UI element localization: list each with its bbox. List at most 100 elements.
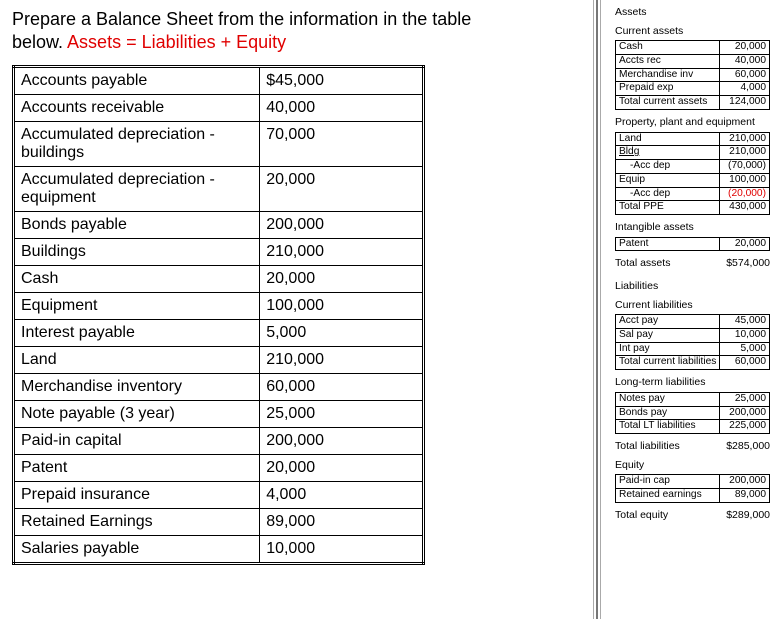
- table-row: Land210,000: [616, 132, 770, 146]
- account-label: Interest payable: [14, 320, 260, 347]
- table-row: Retained earnings89,000: [616, 488, 770, 502]
- table-row: Accumulated depreciation - buildings70,0…: [14, 122, 424, 167]
- account-value: 70,000: [260, 122, 424, 167]
- bs-value: (20,000): [720, 187, 770, 201]
- table-row: -Acc dep(20,000): [616, 187, 770, 201]
- instruction-equation: Assets = Liabilities + Equity: [67, 32, 286, 52]
- account-label: Accounts payable: [14, 67, 260, 95]
- bs-value: 20,000: [720, 237, 770, 251]
- table-row: Sal pay10,000: [616, 328, 770, 342]
- account-label: Bonds payable: [14, 212, 260, 239]
- bs-value: 20,000: [720, 41, 770, 55]
- bs-label: Total PPE: [616, 201, 720, 215]
- account-value: 210,000: [260, 347, 424, 374]
- pane-divider: [590, 0, 604, 619]
- bs-value: 60,000: [720, 68, 770, 82]
- bs-label: Merchandise inv: [616, 68, 720, 82]
- table-row: Salaries payable10,000: [14, 536, 424, 564]
- table-row: Prepaid insurance4,000: [14, 482, 424, 509]
- bs-value: 60,000: [720, 356, 770, 370]
- current-liabilities-table: Acct pay45,000Sal pay10,000Int pay5,000T…: [615, 314, 770, 370]
- table-row: Cash20,000: [14, 266, 424, 293]
- account-value: 200,000: [260, 212, 424, 239]
- table-row: Accumulated depreciation - equipment20,0…: [14, 167, 424, 212]
- table-row: Equipment100,000: [14, 293, 424, 320]
- account-label: Retained Earnings: [14, 509, 260, 536]
- bs-label: Total current assets: [616, 96, 720, 110]
- account-value: 20,000: [260, 266, 424, 293]
- account-label: Cash: [14, 266, 260, 293]
- account-label: Land: [14, 347, 260, 374]
- intangible-table: Patent20,000: [615, 237, 770, 252]
- bs-value: 45,000: [720, 315, 770, 329]
- equity-table: Paid-in cap200,000Retained earnings89,00…: [615, 474, 770, 503]
- account-value: 25,000: [260, 401, 424, 428]
- account-value: 200,000: [260, 428, 424, 455]
- total-liabilities-value: $285,000: [726, 440, 770, 453]
- bs-label: Retained earnings: [616, 488, 720, 502]
- account-value: 5,000: [260, 320, 424, 347]
- table-row: Bldg210,000: [616, 146, 770, 160]
- table-row: Note payable (3 year)25,000: [14, 401, 424, 428]
- total-assets-label: Total assets: [615, 257, 670, 270]
- bs-label: Prepaid exp: [616, 82, 720, 96]
- total-liabilities-line: Total liabilities $285,000: [615, 440, 770, 453]
- bs-value: 210,000: [720, 146, 770, 160]
- total-equity-value: $289,000: [726, 509, 770, 522]
- bs-label: Int pay: [616, 342, 720, 356]
- account-label: Accumulated depreciation - equipment: [14, 167, 260, 212]
- table-row: Prepaid exp4,000: [616, 82, 770, 96]
- bs-value: 89,000: [720, 488, 770, 502]
- bs-label: Land: [616, 132, 720, 146]
- table-row: Accts rec40,000: [616, 54, 770, 68]
- balance-sheet-pane: Assets Current assets Cash20,000Accts re…: [615, 4, 775, 525]
- table-row: Bonds payable200,000: [14, 212, 424, 239]
- bs-value: 5,000: [720, 342, 770, 356]
- account-value: 100,000: [260, 293, 424, 320]
- bs-label: Patent: [616, 237, 720, 251]
- bs-value: 25,000: [720, 392, 770, 406]
- current-liabilities-heading: Current liabilities: [615, 299, 775, 312]
- account-label: Prepaid insurance: [14, 482, 260, 509]
- bs-value: 200,000: [720, 406, 770, 420]
- bs-label: Sal pay: [616, 328, 720, 342]
- table-row: Merchandise inventory60,000: [14, 374, 424, 401]
- intangible-heading: Intangible assets: [615, 221, 775, 234]
- table-row: Merchandise inv60,000: [616, 68, 770, 82]
- total-equity-line: Total equity $289,000: [615, 509, 770, 522]
- instruction-line1: Prepare a Balance Sheet from the informa…: [12, 9, 471, 29]
- total-liabilities-label: Total liabilities: [615, 440, 680, 453]
- account-value: 4,000: [260, 482, 424, 509]
- table-row: Paid-in capital200,000: [14, 428, 424, 455]
- bs-label: -Acc dep: [616, 187, 720, 201]
- table-row: Total current liabilities60,000: [616, 356, 770, 370]
- bs-label: Cash: [616, 41, 720, 55]
- assets-heading: Assets: [615, 6, 775, 19]
- account-value: 210,000: [260, 239, 424, 266]
- account-value: 20,000: [260, 167, 424, 212]
- account-label: Accumulated depreciation - buildings: [14, 122, 260, 167]
- total-equity-label: Total equity: [615, 509, 668, 522]
- table-row: Paid-in cap200,000: [616, 475, 770, 489]
- table-row: Total LT liabilities225,000: [616, 420, 770, 434]
- bs-label: Equip: [616, 173, 720, 187]
- instruction-text: Prepare a Balance Sheet from the informa…: [12, 8, 578, 53]
- bs-value: 430,000: [720, 201, 770, 215]
- longterm-liabilities-table: Notes pay25,000Bonds pay200,000Total LT …: [615, 392, 770, 434]
- table-row: Patent20,000: [616, 237, 770, 251]
- table-row: Bonds pay200,000: [616, 406, 770, 420]
- table-row: Interest payable5,000: [14, 320, 424, 347]
- account-label: Paid-in capital: [14, 428, 260, 455]
- longterm-liabilities-heading: Long-term liabilities: [615, 376, 775, 389]
- account-label: Salaries payable: [14, 536, 260, 564]
- total-assets-value: $574,000: [726, 257, 770, 270]
- account-value: 20,000: [260, 455, 424, 482]
- account-label: Equipment: [14, 293, 260, 320]
- ppe-table: Land210,000Bldg210,000-Acc dep(70,000)Eq…: [615, 132, 770, 216]
- table-row: Patent20,000: [14, 455, 424, 482]
- bs-value: 210,000: [720, 132, 770, 146]
- table-row: Retained Earnings89,000: [14, 509, 424, 536]
- bs-value: 4,000: [720, 82, 770, 96]
- accounts-table: Accounts payable$45,000Accounts receivab…: [12, 65, 425, 565]
- account-value: 40,000: [260, 95, 424, 122]
